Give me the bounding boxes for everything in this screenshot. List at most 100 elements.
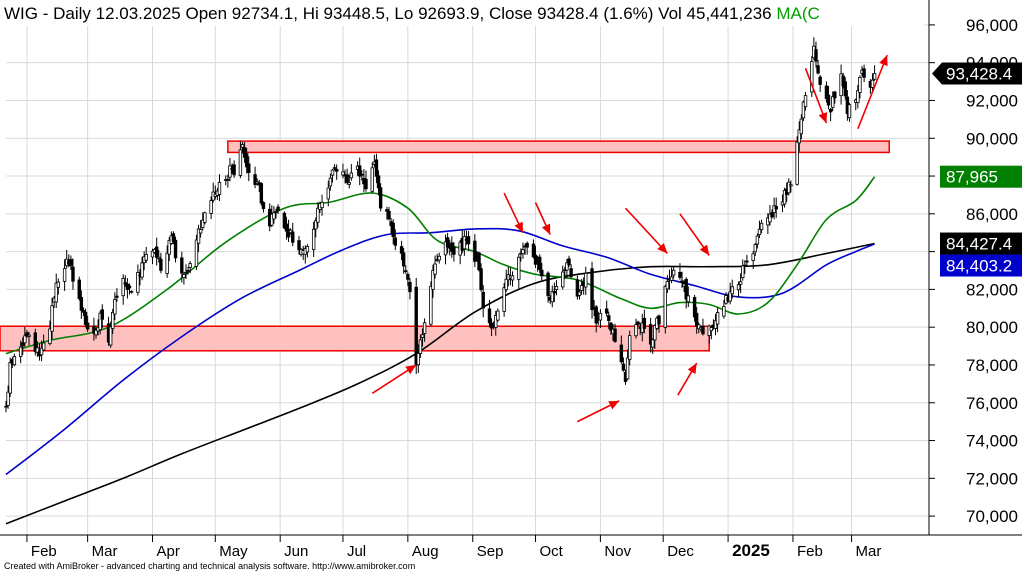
candle <box>584 266 588 295</box>
candle-body <box>244 153 249 168</box>
candle <box>140 256 144 281</box>
x-axis-ticks: Feb Mar Apr May Jun Jul Aug Sep Oct Nov Dec 2025 Feb… <box>26 535 881 560</box>
candle-body <box>487 308 492 324</box>
candle-body <box>663 285 667 328</box>
candle-body <box>217 182 222 195</box>
candle <box>738 273 743 294</box>
candle <box>473 234 477 267</box>
candle-body <box>546 272 550 297</box>
candle <box>173 236 178 263</box>
candle-body <box>157 256 161 259</box>
candle-body <box>240 144 245 148</box>
candle-body <box>238 149 243 176</box>
candle <box>159 252 163 274</box>
candle <box>801 100 806 122</box>
candle <box>494 310 498 336</box>
candle <box>826 85 831 110</box>
candle <box>408 278 412 300</box>
candle <box>385 206 389 220</box>
price-tag-label: 84,403.2 <box>946 257 1012 276</box>
candle <box>406 272 410 287</box>
candle-body <box>387 210 391 220</box>
candle <box>841 72 845 89</box>
candle-body <box>477 252 481 271</box>
candle <box>680 271 684 289</box>
candle-body <box>843 81 847 97</box>
candle <box>521 242 525 259</box>
candle-body <box>165 252 169 274</box>
chart-header: WIG - Daily 12.03.2025 Open 92734.1, Hi … <box>0 0 924 26</box>
candle-body <box>594 306 598 324</box>
candle-body <box>567 258 571 266</box>
candle-body <box>531 243 536 258</box>
candle <box>270 205 274 228</box>
candle-body <box>678 272 682 278</box>
arrow-head <box>879 55 888 67</box>
candle <box>554 280 559 296</box>
candle-body <box>847 104 852 119</box>
candle-body <box>121 278 125 297</box>
header-low-label: Lo <box>394 4 413 23</box>
candle-body <box>180 257 184 274</box>
candle-body <box>701 325 705 335</box>
candle <box>818 74 822 93</box>
candle-body <box>613 328 617 342</box>
arrow-head <box>818 112 828 124</box>
candle <box>21 337 25 355</box>
arrow-head <box>687 363 697 375</box>
header-high-label: Hi <box>303 4 319 23</box>
candle <box>39 340 44 362</box>
candle <box>709 325 714 340</box>
candle-body <box>420 334 425 338</box>
candle-body <box>609 322 613 331</box>
candle-body <box>504 278 508 291</box>
candle-body <box>111 311 115 329</box>
candle <box>98 310 102 335</box>
candle <box>437 252 441 264</box>
arrow-head <box>608 400 620 410</box>
candle <box>77 276 81 301</box>
candle <box>420 328 425 347</box>
candle-body <box>466 236 471 245</box>
candle <box>797 121 801 152</box>
candle <box>349 164 354 181</box>
candle <box>115 288 119 302</box>
candle-body <box>709 327 714 332</box>
candle <box>477 251 481 272</box>
candle-body <box>565 262 569 271</box>
candle <box>18 340 23 364</box>
candle <box>33 328 38 356</box>
candle-body <box>818 76 822 85</box>
candle <box>753 243 757 256</box>
candle <box>259 182 264 206</box>
candle <box>341 163 345 179</box>
candle <box>569 264 573 279</box>
candle-body <box>538 256 542 270</box>
candle <box>561 265 565 290</box>
candle <box>35 341 40 357</box>
candle-body <box>182 273 186 279</box>
candle-body <box>841 75 845 87</box>
candle <box>540 262 544 281</box>
candle-body <box>665 280 670 290</box>
candle-body <box>374 159 379 177</box>
candle <box>546 271 550 303</box>
candle-body <box>276 206 280 211</box>
candle <box>378 183 383 212</box>
arrow-down <box>534 202 551 235</box>
candle-body <box>431 270 435 290</box>
candle-body <box>330 169 335 176</box>
candle-body <box>680 280 684 284</box>
candle-body <box>259 183 264 204</box>
header-high: 93448.5 <box>324 4 385 23</box>
candle-body <box>651 339 655 348</box>
candle-body <box>738 281 743 285</box>
header-volume: 45,441,236 <box>687 4 772 23</box>
candle <box>150 248 155 265</box>
candle-body <box>540 269 544 277</box>
candle <box>201 212 205 231</box>
candle-body <box>569 268 573 277</box>
candle-body <box>364 178 368 190</box>
arrow-shaft <box>624 207 668 255</box>
